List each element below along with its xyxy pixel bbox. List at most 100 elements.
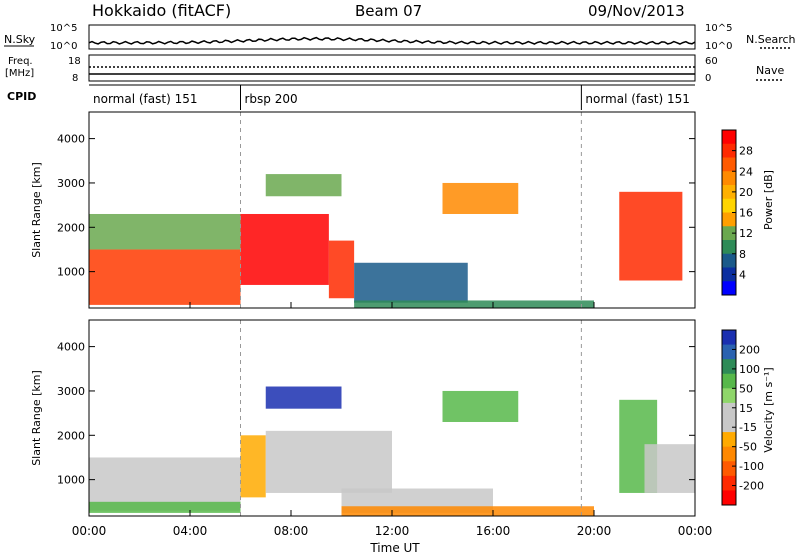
power-ytick-label: 4000 bbox=[57, 133, 85, 146]
colorbar-tick-label: 28 bbox=[739, 145, 753, 158]
power-ytick-label: 2000 bbox=[57, 221, 85, 234]
velocity-ytick-label: 4000 bbox=[57, 341, 85, 354]
power-colorbar-title: Power [dB] bbox=[762, 170, 775, 230]
cpid-label: CPID bbox=[7, 90, 36, 103]
velocity-panel: 1000 2000 3000 4000 Slant Range [km] bbox=[30, 319, 696, 517]
xtick-label: 08:00 bbox=[274, 524, 309, 538]
freq-tick-top: 18 bbox=[68, 56, 81, 67]
cpid-mode-label: normal (fast) 151 bbox=[93, 92, 197, 106]
date-title: 09/Nov/2013 bbox=[588, 2, 685, 20]
colorbar-swatch bbox=[722, 344, 736, 360]
velocity-yticks: 1000 2000 3000 4000 bbox=[57, 341, 695, 487]
colorbar-tick-label: 4 bbox=[739, 268, 746, 281]
heatmap-region bbox=[240, 213, 329, 285]
colorbar-swatch bbox=[722, 267, 736, 282]
heatmap-region bbox=[89, 213, 241, 250]
heatmap-region bbox=[89, 249, 241, 305]
freq-tick-bottom: 8 bbox=[72, 73, 78, 84]
colorbar-swatch bbox=[722, 198, 736, 213]
nave-label: Nave bbox=[756, 64, 784, 77]
colorbar-swatch bbox=[722, 475, 736, 491]
heatmap-region bbox=[240, 435, 266, 498]
colorbar-tick-label: 200 bbox=[739, 343, 760, 356]
colorbar-tick-label: -15 bbox=[739, 421, 757, 434]
heatmap-region bbox=[354, 262, 468, 303]
power-colorbar: 28 24 20 16 12 8 4 bbox=[721, 129, 753, 296]
colorbar-swatch bbox=[722, 388, 736, 404]
power-ylabel: Slant Range [km] bbox=[30, 162, 43, 258]
x-axis-label: Time UT bbox=[369, 541, 420, 554]
xtick-label: 20:00 bbox=[577, 524, 612, 538]
velocity-regions bbox=[89, 320, 695, 516]
velocity-ytick-label: 1000 bbox=[57, 474, 85, 487]
freq-label: Freq. bbox=[8, 56, 33, 67]
velocity-colorbar: 200 100 50 15 -15 -50 -100 -200 bbox=[721, 329, 764, 506]
velocity-colorbar-title: Velocity [m s⁻¹] bbox=[762, 367, 775, 452]
xtick-label: 00:00 bbox=[678, 524, 713, 538]
colorbar-swatch bbox=[722, 171, 736, 186]
colorbar-swatch bbox=[722, 226, 736, 241]
heatmap-region bbox=[354, 300, 594, 308]
nave-tick-top: 60 bbox=[705, 56, 718, 67]
colorbar-tick-label: -200 bbox=[739, 480, 764, 493]
nave-tick-bottom: 0 bbox=[705, 73, 711, 84]
colorbar-swatch bbox=[722, 253, 736, 268]
colorbar-frame bbox=[721, 329, 737, 506]
colorbar-tick-label: 100 bbox=[739, 363, 760, 376]
xtick-label: 04:00 bbox=[173, 524, 208, 538]
heatmap-region bbox=[265, 386, 342, 409]
beam-title: Beam 07 bbox=[355, 2, 422, 20]
heatmap-region bbox=[265, 430, 392, 493]
colorbar-tick-label: 12 bbox=[739, 227, 753, 240]
nsky-trace bbox=[88, 36, 696, 45]
colorbar-swatch bbox=[722, 281, 736, 296]
heatmap-region bbox=[341, 506, 594, 516]
colorbar-swatch bbox=[722, 185, 736, 200]
colorbar-swatch bbox=[722, 330, 736, 346]
heatmap-region bbox=[442, 390, 519, 422]
power-regions bbox=[89, 112, 683, 308]
colorbar-tick-label: 8 bbox=[739, 248, 746, 261]
heatmap-region bbox=[619, 191, 683, 281]
power-panel: 1000 2000 3000 4000 Slant Range [km] bbox=[30, 111, 696, 309]
colorbar-swatch bbox=[722, 359, 736, 375]
power-yticks: 1000 2000 3000 4000 bbox=[57, 133, 695, 279]
freq-unit-label: [MHz] bbox=[5, 68, 34, 79]
nsearch-label: N.Search bbox=[746, 33, 796, 46]
nsearch-tick-top: 10^5 bbox=[705, 23, 732, 34]
colorbar-tick-label: -50 bbox=[739, 441, 757, 454]
colorbar-tick-label: 20 bbox=[739, 186, 753, 199]
colorbar-swatch bbox=[722, 446, 736, 462]
heatmap-region bbox=[265, 174, 342, 197]
velocity-ytick-label: 3000 bbox=[57, 385, 85, 398]
colorbar-tick-label: -100 bbox=[739, 460, 764, 473]
colorbar-tick-label: 16 bbox=[739, 207, 753, 220]
nsky-label: N.Sky bbox=[4, 33, 36, 46]
power-ytick-label: 3000 bbox=[57, 177, 85, 190]
velocity-ytick-label: 2000 bbox=[57, 429, 85, 442]
colorbar-swatch bbox=[722, 373, 736, 389]
colorbar-swatch bbox=[722, 417, 736, 433]
colorbar-tick-label: 24 bbox=[739, 165, 753, 178]
cpid-mode-label: normal (fast) 151 bbox=[585, 92, 689, 106]
colorbar-swatch bbox=[722, 157, 736, 172]
cpid-mode-label: rbsp 200 bbox=[245, 92, 298, 106]
nsearch-tick-bottom: 10^0 bbox=[705, 41, 732, 52]
colorbar-swatch bbox=[722, 212, 736, 227]
heatmap-region bbox=[89, 501, 241, 513]
colorbar-tick-label: 15 bbox=[739, 402, 753, 415]
colorbar-swatch bbox=[722, 402, 736, 418]
colorbar-swatch bbox=[722, 490, 736, 506]
power-ytick-label: 1000 bbox=[57, 266, 85, 279]
velocity-ylabel: Slant Range [km] bbox=[30, 370, 43, 466]
x-ticks: 00:00 04:00 08:00 12:00 16:00 20:00 00:00 bbox=[72, 302, 713, 538]
cpid-modes: normal (fast) 151 rbsp 200 normal (fast) 1… bbox=[93, 85, 690, 110]
colorbar-swatch bbox=[722, 240, 736, 255]
colorbar-tick-label: 50 bbox=[739, 382, 753, 395]
heatmap-region bbox=[442, 182, 519, 214]
colorbar-swatch bbox=[722, 130, 736, 145]
nsky-tick-bottom: 10^0 bbox=[50, 41, 77, 52]
colorbar-swatch bbox=[722, 432, 736, 448]
station-title: Hokkaido (fitACF) bbox=[92, 1, 231, 20]
